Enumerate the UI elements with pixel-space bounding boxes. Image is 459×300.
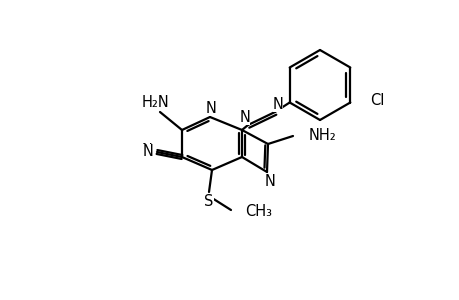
Text: N: N: [205, 100, 216, 116]
Text: N: N: [272, 97, 283, 112]
Text: N: N: [239, 110, 250, 124]
Text: Cl: Cl: [369, 93, 384, 108]
Text: S: S: [204, 194, 213, 208]
Text: H₂N: H₂N: [142, 94, 169, 110]
Text: NH₂: NH₂: [308, 128, 336, 142]
Text: CH₃: CH₃: [245, 205, 271, 220]
Text: N: N: [142, 143, 153, 158]
Text: N: N: [141, 142, 152, 158]
Text: N: N: [264, 173, 275, 188]
